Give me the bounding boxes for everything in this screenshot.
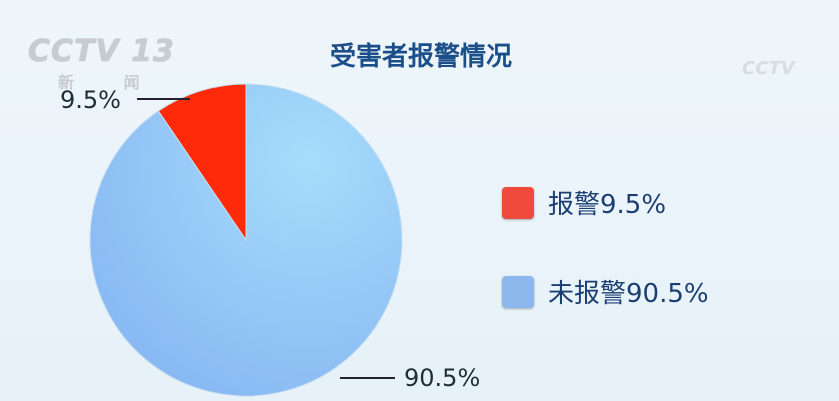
logo-text: CCTV 13 (28, 34, 175, 69)
logo-subtitle: 新 闻 (58, 73, 162, 92)
legend-item-reported: 报警9.5% (502, 184, 666, 221)
cctv-logo: CCTV 13 新 闻 (28, 34, 175, 93)
data-label-reported: 9.5% (60, 86, 121, 114)
legend-label: 未报警90.5% (548, 279, 709, 309)
corner-logo: CCTV (742, 58, 795, 79)
pie-slice-reported (157, 83, 247, 242)
pie-slice-not-reported (89, 83, 403, 397)
legend-label: 报警9.5% (548, 190, 667, 220)
chart-title: 受害者报警情况 (330, 42, 513, 72)
legend-item-not-reported: 未报警90.5% (502, 273, 709, 310)
legend-swatch-red (502, 186, 534, 219)
legend-swatch-blue (502, 275, 534, 308)
data-label-not-reported: 90.5% (404, 364, 481, 392)
